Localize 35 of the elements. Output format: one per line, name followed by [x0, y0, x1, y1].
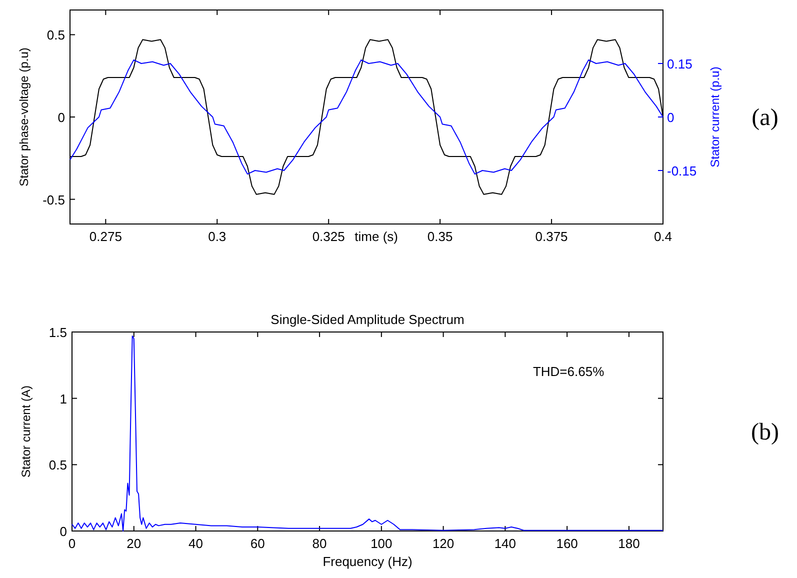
x-tick-label: 0.35	[427, 229, 453, 244]
x-tick-label: 0.325	[312, 229, 345, 244]
y2-tick-label: -0.15	[667, 164, 697, 178]
y2-tick-label: 0.15	[667, 56, 692, 72]
annotation: THD=6.65%	[532, 364, 605, 379]
x-tick-label: 0.3	[208, 229, 226, 244]
x-tick-label: 160	[556, 536, 578, 551]
y2-tick-label: 0	[667, 110, 674, 125]
x-tick-label: 0.4	[654, 229, 672, 244]
y-tick-label: -0.5	[42, 192, 65, 208]
y-tick-label: 0	[58, 110, 65, 125]
y-tick-label: 0.5	[48, 458, 67, 473]
x-tick-label: 0.375	[535, 229, 568, 244]
x-tick-label: 40	[188, 536, 204, 551]
x-tick-label: 140	[494, 536, 516, 551]
x-axis-title: Frequency (Hz)	[322, 554, 412, 569]
x-tick-label: 100	[370, 536, 392, 551]
chart-title: Single-Sided Amplitude Spectrum	[270, 312, 464, 327]
y-axis-title: Stator phase-voltage (p.u)	[17, 48, 31, 186]
y-axis-title: Stator current (A)	[19, 385, 33, 478]
x-tick-label: 120	[432, 536, 454, 551]
y-tick-label: 0	[60, 524, 67, 539]
x-axis-title: time (s)	[354, 229, 398, 244]
x-tick-label: 80	[312, 536, 327, 551]
y2-axis-title: Stator current (p.u)	[708, 66, 722, 168]
x-tick-label: 60	[250, 536, 265, 551]
text: (a)	[752, 105, 778, 131]
y-tick-label: 0.5	[46, 28, 65, 43]
y-tick-label: 1	[60, 391, 67, 406]
x-tick-label: 0.275	[89, 229, 122, 244]
y-tick-label: 1.5	[48, 325, 67, 340]
x-tick-label: 20	[126, 536, 142, 551]
line-series	[72, 335, 664, 532]
text: (b)	[751, 420, 779, 446]
x-tick-label: 180	[618, 536, 640, 551]
